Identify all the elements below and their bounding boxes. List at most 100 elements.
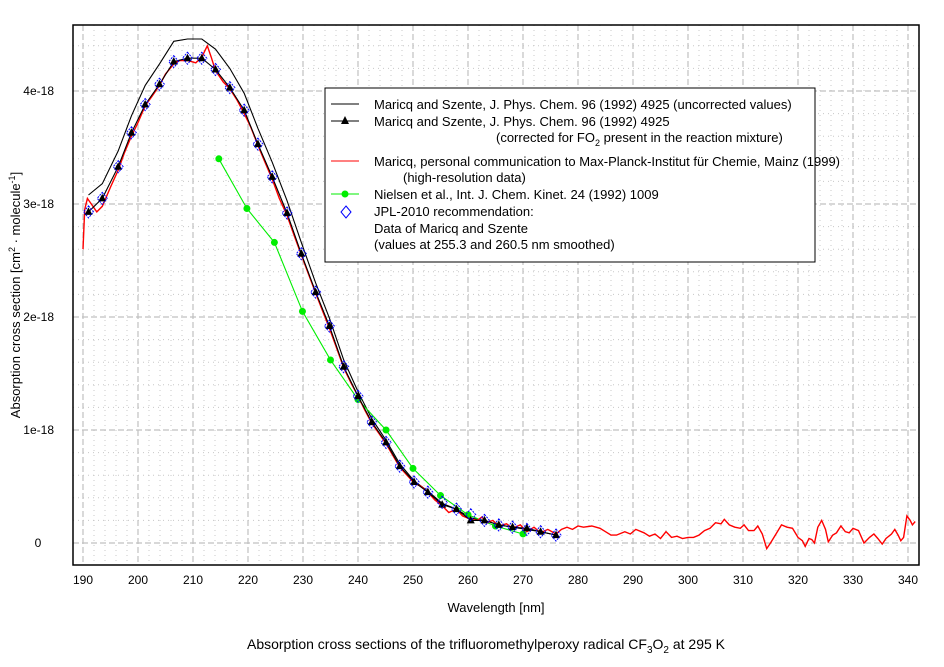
- series-2: [82, 43, 916, 551]
- circle-marker: [215, 155, 223, 163]
- series-layer: [82, 38, 916, 551]
- circle-marker: [327, 356, 334, 364]
- x-tick-label: 220: [238, 573, 258, 587]
- x-tick-label: 310: [733, 573, 753, 587]
- diamond-marker: [125, 126, 138, 140]
- diamond-marker: [181, 51, 194, 66]
- diamond-marker: [450, 502, 463, 516]
- y-tick-label: 1e-18: [23, 423, 54, 437]
- legend-circle-icon: [341, 190, 349, 198]
- diamond-marker: [506, 520, 519, 534]
- x-tick-label: 290: [623, 573, 643, 587]
- triangle-marker: [183, 53, 192, 62]
- diamond-marker: [436, 495, 448, 510]
- diamond-marker: [309, 285, 322, 299]
- circle-marker: [298, 307, 306, 315]
- diamond-marker: [394, 459, 406, 473]
- circle-marker: [409, 464, 417, 472]
- diamond-marker: [478, 513, 491, 528]
- x-tick-label: 270: [513, 573, 533, 587]
- diamond-marker: [366, 415, 378, 429]
- y-tick-label: 4e-18: [23, 84, 54, 98]
- triangle-marker: [536, 527, 545, 535]
- triangle-marker: [480, 515, 489, 524]
- series-line: [218, 158, 524, 535]
- triangle-marker: [84, 207, 93, 215]
- triangle-marker: [494, 520, 503, 528]
- triangle-marker: [297, 249, 306, 257]
- diamond-marker: [338, 359, 350, 374]
- legend-label-jpl-line2: Data of Maricq and Szente: [374, 221, 528, 236]
- series-line: [82, 43, 916, 551]
- triangle-marker: [141, 100, 150, 108]
- diamond-marker: [209, 62, 222, 77]
- triangle-marker: [382, 437, 391, 446]
- y-tick-label: 2e-18: [23, 310, 54, 324]
- diamond-marker: [252, 137, 264, 151]
- x-tick-label: 230: [293, 573, 313, 587]
- x-tick-label: 250: [403, 573, 423, 587]
- diamond-marker: [295, 246, 308, 261]
- triangle-marker: [268, 172, 277, 180]
- x-tick-label: 190: [73, 573, 93, 587]
- x-tick-label: 280: [568, 573, 588, 587]
- triangle-marker: [423, 487, 432, 496]
- legend: Maricq and Szente, J. Phys. Chem. 96 (19…: [324, 87, 840, 263]
- diamond-marker: [168, 54, 180, 69]
- diamond-marker: [534, 524, 547, 539]
- circle-marker: [437, 492, 444, 500]
- x-tick-label: 260: [458, 573, 478, 587]
- diamond-marker: [96, 191, 108, 206]
- diamond-marker: [550, 528, 562, 542]
- triangle-marker: [552, 530, 560, 539]
- triangle-marker: [452, 504, 461, 513]
- legend-label-corrected-line2: (corrected for FO2 present in the reacti…: [496, 130, 783, 148]
- circle-marker: [382, 426, 390, 434]
- diamond-marker: [281, 206, 293, 220]
- legend-label-high-res: Maricq, personal communication to Max-Pl…: [374, 154, 840, 169]
- triangle-marker: [253, 139, 262, 148]
- triangle-marker: [410, 477, 419, 485]
- triangle-marker: [127, 128, 136, 136]
- triangle-marker: [155, 79, 164, 88]
- x-axis-label: Wavelength [nm]: [447, 600, 544, 615]
- series-3: [215, 155, 527, 538]
- diamond-marker: [266, 170, 278, 184]
- diamond-marker: [82, 205, 95, 219]
- chart-title: Absorption cross sections of the trifluo…: [247, 636, 726, 656]
- x-tick-label: 320: [788, 573, 808, 587]
- diamond-marker: [153, 77, 166, 92]
- y-tick-label: 3e-18: [23, 197, 54, 211]
- diamond-marker: [224, 80, 236, 95]
- diamond-marker: [380, 435, 392, 450]
- y-tick-label: 0: [35, 536, 42, 550]
- triangle-marker: [169, 57, 178, 65]
- x-tick-label: 300: [678, 573, 698, 587]
- legend-label-jpl: JPL-2010 recommendation:: [374, 204, 534, 219]
- triangle-marker: [367, 417, 376, 426]
- series-4: [82, 51, 562, 542]
- triangle-marker: [114, 162, 123, 170]
- plot-frame: [72, 24, 920, 566]
- diamond-marker: [196, 51, 208, 66]
- triangle-marker: [466, 515, 475, 524]
- x-tick-label: 200: [128, 573, 148, 587]
- series-line: [88, 57, 557, 536]
- legend-label-uncorrected: Maricq and Szente, J. Phys. Chem. 96 (19…: [374, 97, 792, 112]
- triangle-marker: [311, 287, 320, 296]
- triangle-marker: [395, 461, 404, 470]
- diamond-marker: [112, 159, 124, 174]
- diamond-marker: [493, 518, 505, 532]
- diamond-marker: [521, 522, 533, 537]
- x-tick-label: 340: [898, 573, 918, 587]
- x-axis: 190 200 210 220 230 240 250 260 270 280 290 300 310 3…: [73, 573, 918, 587]
- triangle-marker: [197, 53, 206, 62]
- triangle-marker: [354, 391, 362, 400]
- y-axis: 0 1e-18 2e-18 3e-18 4e-18: [23, 84, 54, 550]
- x-tick-label: 330: [843, 573, 863, 587]
- x-tick-label: 210: [183, 573, 203, 587]
- legend-diamond-icon: [340, 205, 352, 219]
- diamond-marker: [139, 97, 151, 112]
- diamond-marker: [238, 103, 250, 117]
- circle-marker: [270, 238, 278, 246]
